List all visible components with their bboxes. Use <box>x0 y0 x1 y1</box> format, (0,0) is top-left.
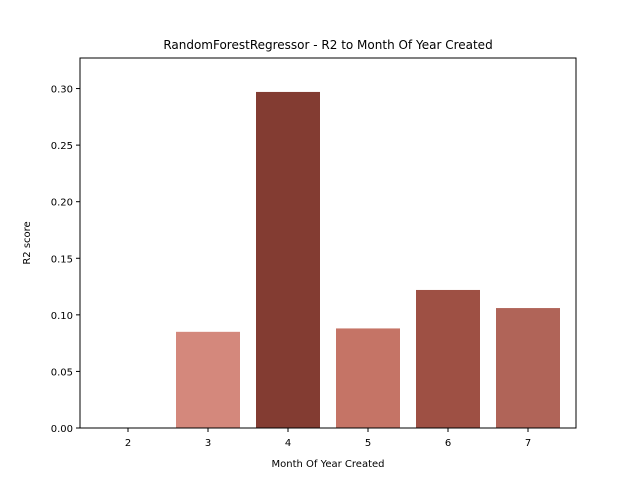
y-tick-label: 0.05 <box>51 367 73 378</box>
y-tick-label: 0.30 <box>51 85 73 96</box>
y-tick-label: 0.25 <box>51 141 73 152</box>
x-axis-label: Month Of Year Created <box>271 459 384 470</box>
bar-month-5 <box>336 328 400 428</box>
y-tick-label: 0.15 <box>51 254 73 265</box>
x-tick-label: 4 <box>285 438 291 449</box>
x-tick-label: 6 <box>445 438 451 449</box>
x-tick-label: 3 <box>205 438 211 449</box>
x-tick-label: 7 <box>525 438 531 449</box>
y-axis-label: R2 score <box>22 221 33 264</box>
x-axis: 2 3 4 5 6 7 <box>125 428 531 449</box>
bar-month-7 <box>496 308 560 428</box>
chart-title: RandomForestRegressor - R2 to Month Of Y… <box>163 38 492 52</box>
y-tick-label: 0.10 <box>51 311 73 322</box>
plot-frame <box>79 57 577 429</box>
bar-month-6 <box>416 289 480 428</box>
y-tick-label: 0.00 <box>51 424 73 435</box>
x-tick-label: 5 <box>365 438 371 449</box>
y-axis: 0.00 0.05 0.10 0.15 0.20 0.25 0.30 <box>51 85 80 435</box>
x-tick-label: 2 <box>125 438 131 449</box>
bars <box>176 91 560 429</box>
y-tick-label: 0.20 <box>51 198 73 209</box>
bar-month-4 <box>256 91 320 429</box>
bar-month-3 <box>176 331 240 428</box>
